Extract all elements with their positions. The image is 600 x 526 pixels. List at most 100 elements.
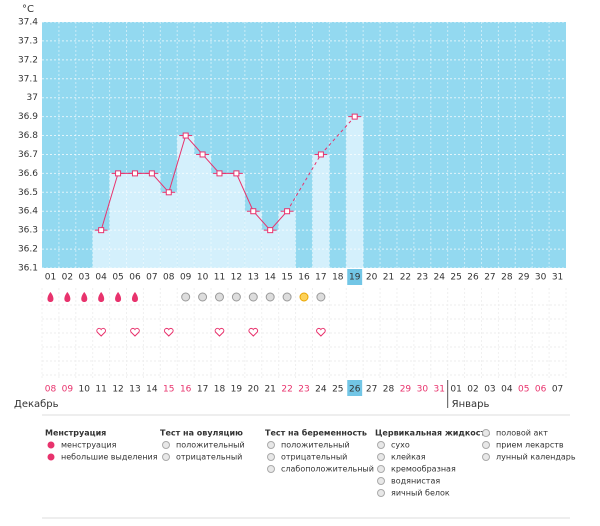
bar [278,211,296,268]
x-tick-label: 23 [417,273,428,283]
x-tick-label: 20 [366,273,378,283]
x-tick-label: 04 [95,273,107,283]
ovulation-negative-icon [231,292,241,302]
intercourse-icon [214,327,225,337]
bar [92,230,110,268]
date-label: 11 [95,385,106,395]
x-tick-label: 09 [180,273,192,283]
point [115,170,122,177]
ovulation-negative-icon [282,292,292,302]
intercourse-icon [96,327,107,337]
y-tick-label: 36.2 [18,245,38,255]
highlight [347,269,363,285]
date-label: 18 [214,385,226,395]
point [284,208,291,215]
legend-item: отрицательный [281,453,347,462]
x-tick-label: 10 [197,273,209,283]
y-tick-label: 36.7 [18,150,38,160]
legend-icon [47,453,55,461]
legend-item: лунный календарь [496,453,576,462]
date-label: 21 [264,385,275,395]
date-label: 23 [298,385,309,395]
date-label: 29 [400,385,412,395]
legend-item: кремообразная [391,465,456,474]
menstruation-icon [98,292,105,302]
y-axis-label: °C [22,4,34,15]
legend-item: небольшие выделения [61,453,158,462]
date-label: 10 [79,385,91,395]
y-tick-label: 36.9 [18,112,38,122]
x-tick-label: 24 [433,273,445,283]
x-tick-label: 07 [146,273,157,283]
point [351,113,358,120]
point [199,151,206,158]
menstruation-icon [115,292,122,302]
date-label: 09 [62,385,74,395]
ovulation-negative-icon [265,292,275,302]
y-tick-label: 37.1 [18,74,38,84]
legend-icon [377,489,385,497]
menstruation-icon [47,292,54,302]
x-tick-label: 31 [552,273,563,283]
legend-title: Менструация [45,429,106,438]
x-tick-label: 12 [231,273,242,283]
menstruation-icon [131,292,138,302]
legend-item: менструация [61,441,117,450]
date-label: 19 [231,385,243,395]
point [233,170,240,177]
x-tick-label: 03 [79,273,90,283]
y-tick-label: 36.3 [18,226,38,236]
legend-icon [267,465,275,473]
x-tick-label: 18 [332,273,344,283]
x-tick-label: 17 [315,273,326,283]
x-tick-label: 21 [383,273,394,283]
y-tick-label: 36.1 [18,264,38,274]
date-label: 14 [146,385,158,395]
x-tick-label: 19 [349,273,361,283]
bar [312,154,330,268]
date-label: 05 [518,385,529,395]
x-tick-label: 13 [248,273,259,283]
date-label: 31 [433,385,444,395]
legend-item: водянистая [391,477,440,486]
date-label: 02 [467,385,478,395]
x-tick-label: 08 [163,273,175,283]
legend-title: Тест на овуляцию [160,429,243,438]
ovulation-positive-icon [299,292,309,302]
x-tick-label: 05 [112,273,123,283]
date-label: 17 [197,385,208,395]
point [131,170,138,177]
legend-icon [377,477,385,485]
date-label: 27 [366,385,377,395]
x-tick-label: 29 [518,273,530,283]
legend-icon [47,441,55,449]
y-tick-label: 36.5 [18,188,38,198]
y-tick-label: 37.4 [18,18,38,28]
date-label: 13 [129,385,140,395]
ovulation-negative-icon [316,292,326,302]
x-tick-label: 26 [467,273,479,283]
date-label: 07 [552,385,563,395]
legend-icon [482,429,490,437]
x-tick-label: 27 [484,273,495,283]
legend-title: Цервикальная жидкость [375,429,490,438]
bar [227,173,245,268]
x-tick-label: 11 [214,273,225,283]
point [165,189,172,196]
y-tick-label: 36.8 [18,131,38,141]
legend-icon [377,465,385,473]
intercourse-icon [316,327,326,337]
date-label: 26 [349,385,361,395]
point [98,227,105,234]
date-label: 22 [281,385,292,395]
legend-item: клейкая [391,453,426,462]
y-tick-label: 36.6 [18,169,38,179]
bar [126,173,144,268]
point [148,170,155,177]
legend-icon [162,441,170,449]
date-label: 08 [45,385,57,395]
date-label: 04 [501,385,513,395]
x-tick-label: 01 [45,273,56,283]
x-tick-label: 28 [501,273,513,283]
date-label: 30 [417,385,429,395]
